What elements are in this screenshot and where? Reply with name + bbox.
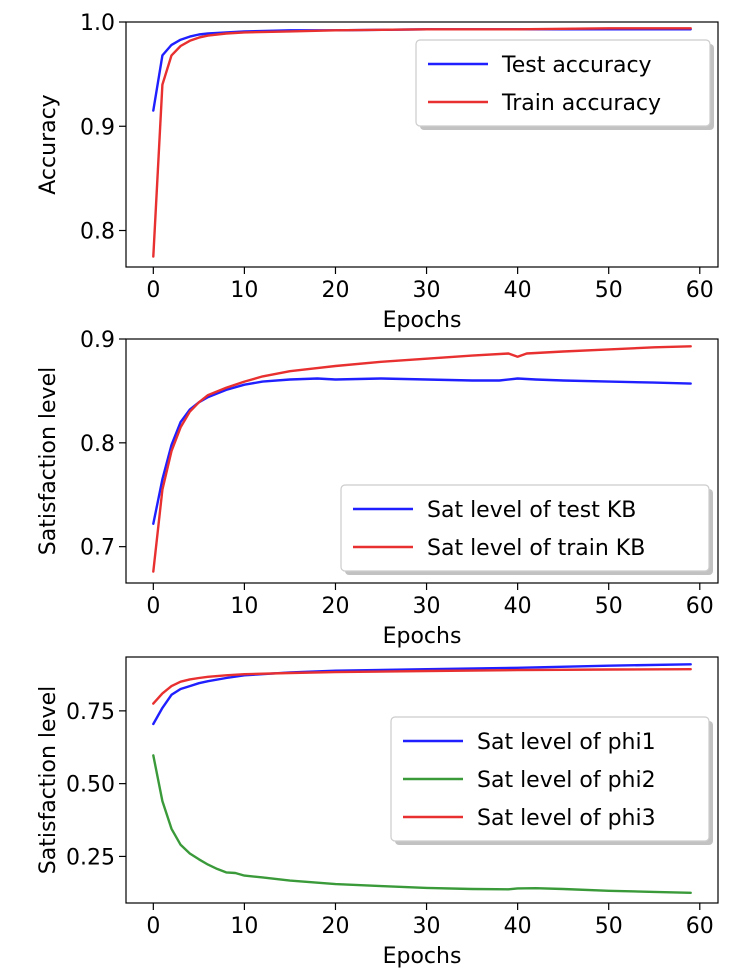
- y-tick-label: 0.8: [80, 432, 115, 457]
- y-tick-label: 1.0: [80, 11, 115, 36]
- series-line-1-2: [152, 27, 692, 258]
- x-tick-label: 20: [321, 914, 349, 939]
- plot-frame: [125, 21, 719, 268]
- x-axis-label: Epochs: [383, 624, 462, 649]
- x-tick-label: 50: [595, 594, 623, 619]
- x-axis-label: Epochs: [383, 308, 462, 333]
- x-tick-label: 40: [504, 594, 532, 619]
- y-axis-label: Satisfaction level: [36, 686, 61, 874]
- x-tick-label: 0: [146, 278, 160, 303]
- y-tick-label: 0.9: [80, 328, 115, 353]
- legend-entry: Test accuracy: [501, 53, 652, 78]
- x-tick-label: 30: [413, 278, 441, 303]
- x-tick-label: 60: [686, 594, 714, 619]
- legend: Sat level of phi1 Sat level of phi2 Sat le…: [390, 716, 713, 845]
- y-tick-label: 0.7: [80, 536, 115, 561]
- y-tick-label: 0.9: [80, 115, 115, 140]
- x-tick-label: 40: [504, 278, 532, 303]
- series-line-2-2: [152, 345, 692, 573]
- series-line-2-1: [152, 377, 692, 525]
- legend-entry: Sat level of phi1: [477, 730, 656, 755]
- x-tick-label: 10: [230, 278, 258, 303]
- x-tick-label: 0: [146, 594, 160, 619]
- x-tick-label: 20: [321, 594, 349, 619]
- plot-frame: [125, 338, 719, 584]
- x-tick-label: 30: [413, 914, 441, 939]
- y-tick-label: 0.25: [66, 845, 115, 870]
- series-line-3-1: [152, 663, 692, 726]
- legend: Test accuracy Train accuracy: [415, 39, 714, 130]
- legend-entry: Sat level of phi2: [477, 768, 656, 793]
- series-line-3-2: [152, 754, 692, 894]
- series-line-3-3: [152, 668, 692, 705]
- x-tick-label: 40: [504, 914, 532, 939]
- legend-entry: Sat level of phi3: [477, 806, 656, 831]
- x-tick-label: 20: [321, 278, 349, 303]
- y-axis-label: Satisfaction level: [36, 367, 61, 555]
- x-tick-label: 30: [413, 594, 441, 619]
- legend-entry: Train accuracy: [501, 91, 661, 116]
- x-tick-label: 50: [595, 914, 623, 939]
- x-axis-label: Epochs: [383, 944, 462, 969]
- subplot-1: 0 10 20 30 40 50 60 0.8 0.9 1.0 Epochs Accuracy Test…: [36, 11, 719, 333]
- y-tick-label: 0.50: [66, 773, 115, 798]
- legend-entry: Sat level of test KB: [427, 498, 636, 523]
- x-tick-label: 60: [686, 278, 714, 303]
- y-axis-label: Accuracy: [36, 94, 61, 194]
- x-tick-label: 10: [230, 914, 258, 939]
- y-tick-label: 0.75: [66, 700, 115, 725]
- subplot-3: 0 10 20 30 40 50 60 0.25 0.50 0.75 Epochs Satisfact…: [36, 656, 719, 969]
- x-tick-label: 0: [146, 914, 160, 939]
- x-tick-label: 10: [230, 594, 258, 619]
- x-tick-label: 50: [595, 278, 623, 303]
- y-tick-label: 0.8: [80, 220, 115, 245]
- legend: Sat level of test KB Sat level of train K…: [340, 484, 713, 575]
- x-tick-label: 60: [686, 914, 714, 939]
- plot-frame: [125, 656, 719, 904]
- subplot-2: 0 10 20 30 40 50 60 0.7 0.8 0.9 Epochs Satisfaction…: [36, 328, 719, 649]
- legend-entry: Sat level of train KB: [427, 536, 645, 561]
